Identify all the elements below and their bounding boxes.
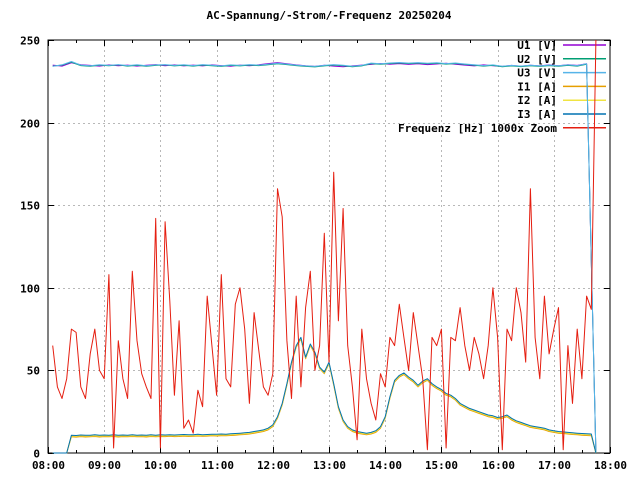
series-line-i1	[52, 338, 597, 454]
x-tick-label: 16:00	[482, 459, 515, 472]
x-tick-label: 12:00	[257, 459, 290, 472]
series-line-i3	[52, 336, 597, 454]
x-tick-label: 13:00	[313, 459, 346, 472]
x-tick-label: 18:00	[594, 459, 627, 472]
x-tick-label: 09:00	[88, 459, 121, 472]
legend-label: I3 [A]	[517, 108, 557, 121]
grid-layer	[48, 40, 610, 453]
legend-label: U2 [V]	[517, 53, 557, 66]
chart-title: AC-Spannung/-Strom/-Frequenz 20250204	[206, 9, 451, 22]
axis-label-layer: 08:00 09:00 10:00 11:00 12:00 13:00 14:00 15:00…	[20, 35, 627, 473]
y-tick-label: 50	[27, 365, 40, 378]
series-line-frequenz	[52, 39, 597, 451]
y-tick-label: 250	[20, 35, 40, 48]
x-tick-label: 08:00	[32, 459, 65, 472]
legend-label: I2 [A]	[517, 94, 557, 107]
x-tick-label: 10:00	[144, 459, 177, 472]
x-tick-label: 17:00	[538, 459, 571, 472]
series-line-u3	[52, 61, 597, 454]
series-line-u2	[52, 61, 597, 454]
y-tick-label: 0	[33, 448, 40, 461]
legend-label: U1 [V]	[517, 39, 557, 52]
x-tick-label: 15:00	[425, 459, 458, 472]
y-tick-label: 150	[20, 200, 40, 213]
x-tick-label: 11:00	[201, 459, 234, 472]
series-line-i2	[52, 337, 597, 454]
legend-label: U3 [V]	[517, 67, 557, 80]
x-tick-label: 14:00	[369, 459, 402, 472]
legend-label: I1 [A]	[517, 80, 557, 93]
legend-label: Frequenz [Hz] 1000x Zoom	[398, 122, 557, 135]
y-tick-label: 200	[20, 118, 40, 131]
legend: U1 [V]U2 [V]U3 [V]I1 [A]I2 [A]I3 [A]Freq…	[398, 39, 606, 135]
plot-border	[47, 39, 611, 454]
series-layer	[52, 39, 597, 454]
y-tick-label: 100	[20, 283, 40, 296]
